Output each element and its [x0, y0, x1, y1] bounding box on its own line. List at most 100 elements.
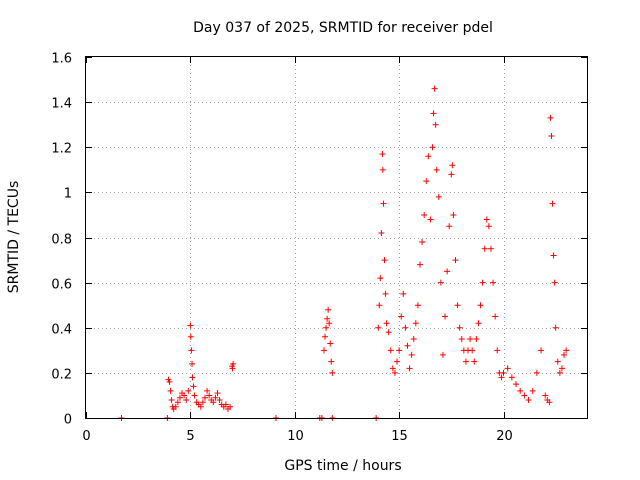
data-point	[402, 324, 409, 331]
data-point	[227, 403, 234, 410]
data-point	[385, 329, 392, 336]
data-point	[166, 378, 173, 385]
data-point	[487, 245, 494, 252]
data-point	[425, 153, 432, 160]
plot-frame	[85, 56, 588, 419]
data-point	[529, 387, 536, 394]
data-point	[533, 369, 540, 376]
data-point	[394, 358, 401, 365]
data-point	[408, 351, 415, 358]
data-point	[508, 374, 515, 381]
y-tick-label: 0.8	[51, 233, 72, 248]
data-point	[551, 279, 558, 286]
data-point	[439, 351, 446, 358]
data-point	[414, 302, 421, 309]
data-point	[467, 336, 474, 343]
data-point	[429, 144, 436, 151]
data-point	[383, 320, 390, 327]
data-point	[199, 399, 206, 406]
data-point	[444, 268, 451, 275]
data-point	[189, 360, 196, 367]
data-point	[554, 358, 561, 365]
data-point	[479, 279, 486, 286]
data-point	[492, 313, 499, 320]
data-point	[398, 313, 405, 320]
data-point	[185, 387, 192, 394]
data-point	[498, 374, 505, 381]
data-point	[379, 166, 386, 173]
data-point	[191, 392, 198, 399]
y-tick-label: 1.4	[51, 97, 72, 112]
x-tick-label: 5	[186, 429, 194, 444]
data-point	[382, 290, 389, 297]
data-point	[494, 347, 501, 354]
data-point	[417, 261, 423, 268]
grid-lines	[86, 57, 587, 418]
y-tick-label: 0.4	[51, 323, 72, 338]
data-point	[327, 340, 334, 347]
chart-title: Day 037 of 2025, SRMTID for receiver pde…	[193, 20, 493, 36]
data-point	[325, 306, 332, 313]
data-point	[406, 365, 413, 372]
data-point	[421, 211, 428, 218]
y-tick-label: 1	[64, 187, 72, 202]
data-point	[477, 302, 484, 309]
data-point	[176, 394, 183, 401]
data-point	[558, 365, 565, 372]
data-point	[521, 392, 528, 399]
data-point	[431, 85, 438, 92]
data-point	[423, 178, 430, 185]
data-point	[328, 358, 335, 365]
data-point	[549, 200, 556, 207]
data-point	[475, 320, 482, 327]
data-point	[396, 347, 403, 354]
data-point	[389, 365, 396, 372]
data-point	[435, 193, 442, 200]
data-point	[323, 324, 330, 331]
data-point	[432, 121, 439, 128]
data-point	[378, 229, 385, 236]
data-point	[481, 245, 488, 252]
data-point	[190, 383, 197, 390]
data-point	[181, 392, 188, 399]
data-point	[322, 333, 329, 340]
data-point	[387, 347, 394, 354]
data-point	[206, 392, 213, 399]
data-point	[542, 392, 549, 399]
data-point	[187, 333, 194, 340]
data-point	[412, 320, 419, 327]
data-point	[222, 401, 229, 408]
data-point	[174, 399, 181, 406]
data-point	[473, 336, 480, 343]
data-point	[517, 387, 524, 394]
data-point	[189, 374, 196, 381]
data-point	[563, 347, 570, 354]
data-point	[183, 396, 190, 403]
x-tick-label: 15	[391, 429, 408, 444]
data-point	[442, 313, 449, 320]
x-tick-label: 10	[287, 429, 304, 444]
y-tick-label: 0	[64, 413, 72, 428]
data-point	[462, 358, 469, 365]
data-point	[548, 132, 555, 139]
data-point	[188, 347, 195, 354]
data-point	[404, 342, 411, 349]
data-point	[326, 320, 333, 327]
data-point	[546, 399, 553, 406]
data-point	[168, 396, 175, 403]
data-point	[201, 394, 208, 401]
data-point	[454, 302, 461, 309]
y-tick-label: 0.6	[51, 278, 72, 293]
axis-ticks: 0 5 10 15 20 0 0.2 0.4 0.6 0.8 1 1.2 1.4 1.6	[51, 52, 587, 444]
data-point	[400, 290, 407, 297]
data-point	[212, 394, 219, 401]
data-point	[469, 347, 476, 354]
data-point	[427, 216, 434, 223]
data-point	[329, 369, 336, 376]
data-point	[450, 211, 457, 218]
data-point	[230, 360, 237, 367]
y-tick-label: 0.2	[51, 368, 72, 383]
y-tick-label: 1.6	[51, 52, 72, 67]
data-point	[410, 336, 417, 343]
